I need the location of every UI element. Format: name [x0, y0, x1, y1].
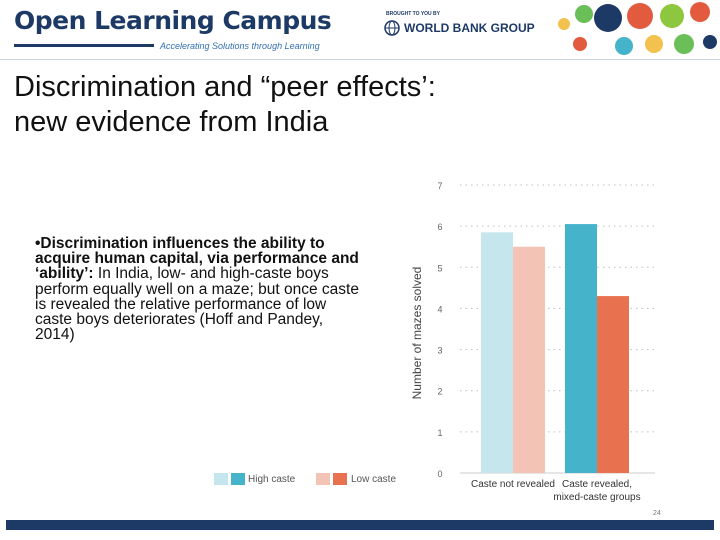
leaf-icon — [575, 5, 593, 23]
bullet-body-text: In India, low- and high-caste boys perfo… — [35, 265, 359, 344]
partner-name: WORLD BANK GROUP — [404, 21, 535, 35]
mazes-bar-chart: 0 1 2 3 4 5 6 7 Number of mazes solved Caste not … — [410, 181, 655, 503]
idea-icon — [645, 35, 663, 53]
calculator-icon — [703, 35, 717, 49]
bar-high-caste-1 — [481, 232, 513, 473]
bullet-bold-text: •Discrimination influences the ability t… — [35, 235, 359, 283]
globe-small-icon — [615, 37, 633, 55]
bar-high-caste-2 — [565, 224, 597, 473]
y-tick-label-4: 4 — [437, 304, 442, 314]
legend-label-low-caste: Low caste — [351, 474, 397, 485]
brand-tagline: Accelerating Solutions through Learning — [160, 41, 320, 51]
brand-divider — [14, 44, 154, 47]
slide-title-line-1: Discrimination and “peer effects’: — [14, 71, 436, 103]
lightbulb-icon — [558, 18, 570, 30]
y-axis-label: Number of mazes solved — [410, 267, 424, 400]
people-icon — [594, 4, 622, 32]
y-tick-label-5: 5 — [437, 263, 442, 273]
legend-label-high-caste: High caste — [248, 474, 296, 485]
x-category-label-2-line-2: mixed-caste groups — [553, 492, 640, 503]
pencil-icon — [627, 3, 653, 29]
header: Open Learning Campus Accelerating Soluti… — [0, 0, 720, 60]
x-category-label-1: Caste not revealed — [471, 479, 555, 490]
y-tick-label-2: 2 — [437, 387, 442, 397]
x-category-label-2-line-1: Caste revealed, — [562, 479, 632, 490]
certificate-icon — [674, 34, 694, 54]
bullet-point: •Discrimination influences the ability t… — [35, 235, 365, 344]
brand-title: Open Learning Campus — [14, 6, 332, 35]
brought-by-label: BROUGHT TO YOU BY — [386, 11, 440, 17]
header-divider — [0, 59, 720, 60]
y-tick-label-0: 0 — [437, 469, 442, 479]
world-bank-logo: WORLD BANK GROUP — [384, 20, 535, 36]
legend-swatch-high-caste — [214, 473, 245, 485]
book-icon — [660, 4, 684, 28]
flask-icon — [690, 2, 710, 22]
globe-icon — [384, 20, 400, 36]
y-tick-label-7: 7 — [437, 181, 442, 191]
slide-title: Discrimination and “peer effects’: new e… — [14, 70, 574, 140]
y-tick-label-1: 1 — [437, 428, 442, 438]
bar-low-caste-1 — [513, 246, 545, 473]
footer-bar — [6, 520, 714, 530]
education-icons-cluster — [558, 2, 717, 55]
page-number: 24 — [653, 510, 661, 517]
y-tick-label-3: 3 — [437, 346, 442, 356]
legend-swatch-low-caste — [316, 473, 347, 485]
bar-low-caste-2 — [597, 296, 629, 473]
apple-icon — [573, 37, 587, 51]
slide-title-line-2: new evidence from India — [14, 106, 329, 138]
y-tick-label-6: 6 — [437, 222, 442, 232]
